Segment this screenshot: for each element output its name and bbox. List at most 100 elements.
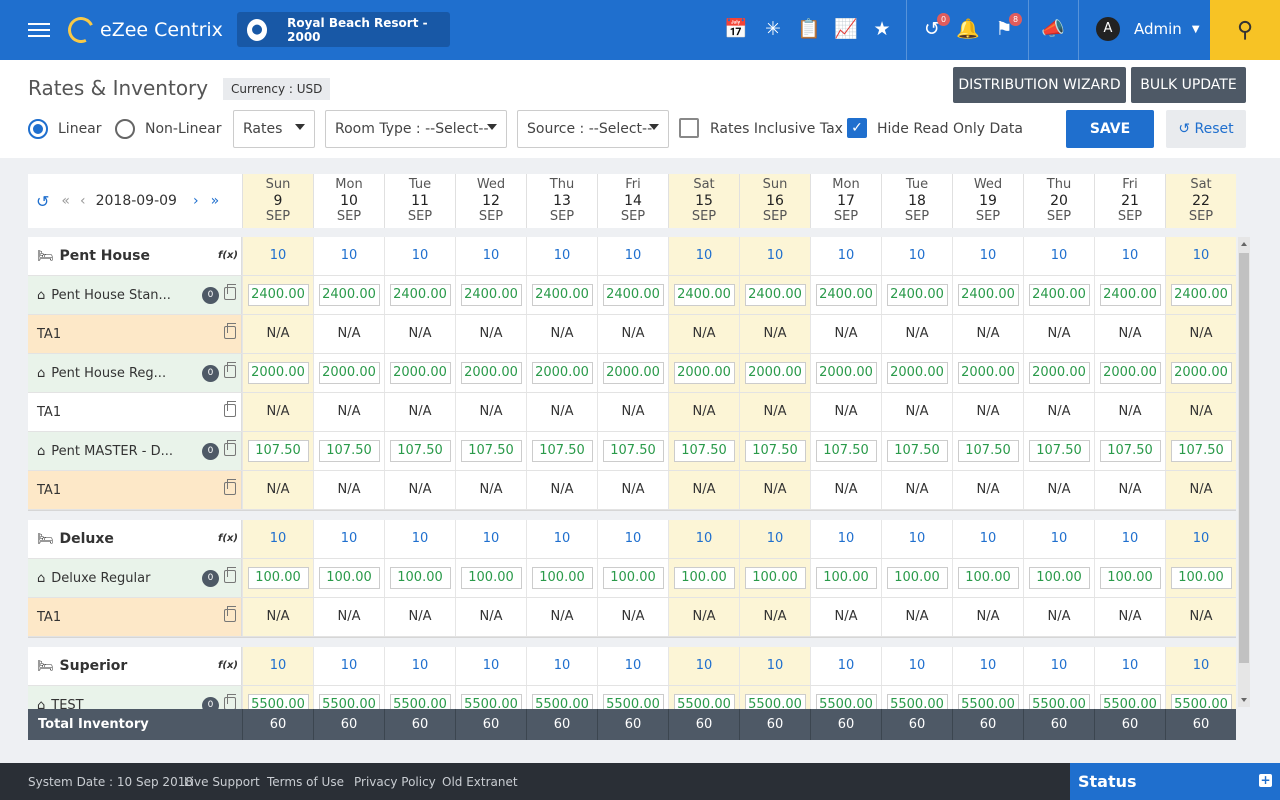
availability-cell[interactable]: 10 — [242, 237, 313, 275]
hide-read-only-checkbox[interactable]: ✓ — [847, 118, 867, 138]
rate-input[interactable]: 2400.00 — [815, 284, 877, 306]
rate-cell[interactable]: 100.00 — [739, 559, 810, 597]
rate-cell[interactable]: 2400.00 — [242, 276, 313, 314]
rate-cell[interactable]: 107.50 — [242, 432, 313, 470]
rate-cell[interactable]: 107.50 — [810, 432, 881, 470]
rate-cell[interactable]: 2000.00 — [242, 354, 313, 392]
availability-cell[interactable]: 10 — [384, 647, 455, 685]
availability-cell[interactable]: 10 — [455, 237, 526, 275]
rate-input[interactable]: 100.00 — [460, 567, 522, 589]
rate-cell[interactable]: 2400.00 — [455, 276, 526, 314]
availability-cell[interactable]: 10 — [313, 520, 384, 558]
rate-input[interactable]: 107.50 — [318, 440, 380, 462]
rate-input[interactable]: 107.50 — [886, 440, 948, 462]
availability-cell[interactable]: 10 — [1094, 647, 1165, 685]
rate-cell[interactable]: 2000.00 — [1094, 354, 1165, 392]
channel-network-icon[interactable]: ✳ — [765, 18, 781, 40]
menu-icon[interactable] — [28, 20, 50, 40]
copy-icon[interactable] — [224, 479, 236, 495]
rate-cell[interactable]: 100.00 — [1023, 559, 1094, 597]
rate-cell[interactable]: 2000.00 — [526, 354, 597, 392]
copy-icon[interactable] — [224, 567, 236, 583]
row-label[interactable]: TA1 — [28, 315, 242, 353]
rate-input[interactable]: 100.00 — [247, 567, 309, 589]
next-icon[interactable]: › — [192, 193, 199, 209]
rate-input[interactable]: 107.50 — [602, 440, 664, 462]
rate-cell[interactable]: 2000.00 — [810, 354, 881, 392]
availability-cell[interactable]: 10 — [668, 647, 739, 685]
flag-icon[interactable]: ⚑ 8 — [992, 13, 1022, 41]
availability-cell[interactable]: 10 — [242, 520, 313, 558]
last-page-icon[interactable]: » — [210, 193, 220, 209]
rate-cell[interactable]: 100.00 — [313, 559, 384, 597]
bulk-update-button[interactable]: BULK UPDATE — [1131, 67, 1246, 103]
rate-input[interactable]: 2400.00 — [531, 284, 593, 306]
availability-cell[interactable]: 10 — [739, 647, 810, 685]
availability-cell[interactable]: 10 — [881, 237, 952, 275]
non-linear-radio[interactable] — [115, 119, 135, 139]
rate-cell[interactable]: 2400.00 — [668, 276, 739, 314]
rate-cell[interactable]: 100.00 — [1094, 559, 1165, 597]
rate-cell[interactable]: 2400.00 — [1094, 276, 1165, 314]
rate-input[interactable]: 2400.00 — [673, 284, 735, 306]
chart-icon[interactable]: 📈 — [834, 18, 858, 40]
row-label[interactable]: ⌂ Pent House Reg... 0 — [28, 354, 242, 392]
rate-cell[interactable]: 100.00 — [881, 559, 952, 597]
availability-cell[interactable]: 10 — [313, 647, 384, 685]
rate-input[interactable]: 100.00 — [1170, 567, 1232, 589]
rate-input[interactable]: 100.00 — [886, 567, 948, 589]
availability-cell[interactable]: 10 — [1094, 237, 1165, 275]
rate-cell[interactable]: 2000.00 — [455, 354, 526, 392]
rate-input[interactable]: 107.50 — [531, 440, 593, 462]
scroll-up-icon[interactable] — [1241, 242, 1247, 246]
rate-cell[interactable]: 107.50 — [739, 432, 810, 470]
rate-cell[interactable]: 2000.00 — [597, 354, 668, 392]
row-label[interactable]: 🛏 Pent House f(x) — [28, 237, 242, 275]
rate-cell[interactable]: 2000.00 — [881, 354, 952, 392]
rate-input[interactable]: 100.00 — [1028, 567, 1090, 589]
rate-input[interactable]: 2000.00 — [1099, 362, 1161, 384]
rate-input[interactable]: 107.50 — [1170, 440, 1232, 462]
user-menu[interactable]: A Admin ▼ — [1096, 17, 1200, 41]
rate-cell[interactable]: 100.00 — [668, 559, 739, 597]
rate-input[interactable]: 2000.00 — [673, 362, 735, 384]
rate-input[interactable]: 107.50 — [815, 440, 877, 462]
rate-input[interactable]: 2000.00 — [1170, 362, 1232, 384]
availability-cell[interactable]: 10 — [384, 520, 455, 558]
rate-input[interactable]: 2000.00 — [389, 362, 451, 384]
row-label[interactable]: TA1 — [28, 393, 242, 431]
rate-input[interactable]: 2000.00 — [744, 362, 806, 384]
rate-input[interactable]: 2000.00 — [460, 362, 522, 384]
row-label[interactable]: ⌂ Deluxe Regular 0 — [28, 559, 242, 597]
rate-cell[interactable]: 107.50 — [597, 432, 668, 470]
availability-cell[interactable]: 10 — [1023, 647, 1094, 685]
rate-cell[interactable]: 107.50 — [881, 432, 952, 470]
availability-cell[interactable]: 10 — [881, 647, 952, 685]
row-label[interactable]: 🛏 Deluxe f(x) — [28, 520, 242, 558]
rate-input[interactable]: 2000.00 — [318, 362, 380, 384]
rate-input[interactable]: 107.50 — [957, 440, 1019, 462]
rate-input[interactable]: 2400.00 — [1170, 284, 1232, 306]
rate-input[interactable]: 2400.00 — [602, 284, 664, 306]
rate-input[interactable]: 2400.00 — [1099, 284, 1161, 306]
rate-input[interactable]: 100.00 — [531, 567, 593, 589]
rate-input[interactable]: 2000.00 — [247, 362, 309, 384]
availability-cell[interactable]: 10 — [526, 520, 597, 558]
availability-cell[interactable]: 10 — [597, 237, 668, 275]
rate-input[interactable]: 2400.00 — [957, 284, 1019, 306]
availability-cell[interactable]: 10 — [952, 237, 1023, 275]
rate-cell[interactable]: 2000.00 — [739, 354, 810, 392]
formula-icon[interactable]: f(x) — [218, 250, 238, 261]
live-support-link[interactable]: Live Support — [184, 775, 260, 789]
rate-cell[interactable]: 107.50 — [1094, 432, 1165, 470]
rate-cell[interactable]: 107.50 — [384, 432, 455, 470]
rate-cell[interactable]: 100.00 — [455, 559, 526, 597]
rate-input[interactable]: 2400.00 — [460, 284, 522, 306]
rate-cell[interactable]: 2400.00 — [881, 276, 952, 314]
start-date[interactable]: 2018-09-09 — [95, 193, 177, 209]
row-label[interactable]: 🛏 Superior f(x) — [28, 647, 242, 685]
availability-cell[interactable]: 10 — [810, 237, 881, 275]
availability-cell[interactable]: 10 — [597, 647, 668, 685]
availability-cell[interactable]: 10 — [455, 647, 526, 685]
availability-cell[interactable]: 10 — [526, 647, 597, 685]
